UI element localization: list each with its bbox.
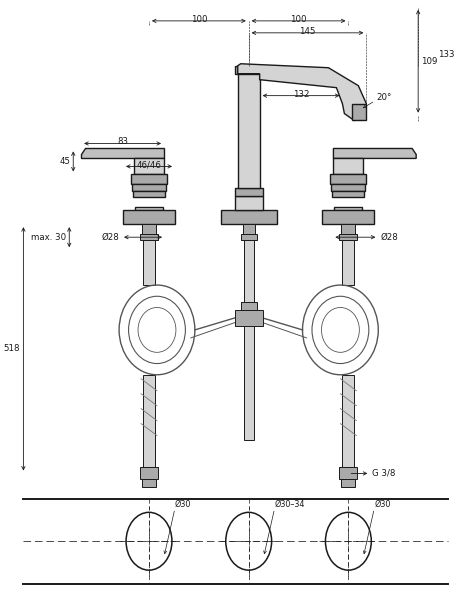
Bar [241,234,257,240]
Bar [244,240,254,440]
Bar [221,210,277,224]
Bar [343,240,354,285]
Bar [243,224,255,234]
Bar [343,375,354,467]
Bar [134,158,164,175]
Bar [132,184,166,191]
Text: max. 30: max. 30 [31,233,66,242]
Bar [135,207,163,210]
Text: Ø28: Ø28 [380,233,398,242]
Bar [140,467,158,479]
Bar [235,310,263,326]
Bar [143,375,155,467]
Text: 100: 100 [191,15,207,24]
Bar [331,184,365,191]
Bar [142,479,156,487]
Bar [333,158,363,175]
Text: 20°: 20° [376,93,392,102]
Bar [235,196,263,210]
Text: 45: 45 [59,157,70,166]
Polygon shape [238,64,366,121]
Text: 100: 100 [290,15,307,24]
Bar [241,302,257,310]
Bar [339,467,357,479]
Text: 132: 132 [293,89,309,98]
Text: Ø30: Ø30 [175,499,191,508]
Bar [341,224,355,234]
Bar [339,234,357,240]
Bar [235,66,263,74]
Bar [335,207,362,210]
Polygon shape [333,148,416,158]
Text: Ø28: Ø28 [102,233,119,242]
Text: 109: 109 [421,57,438,66]
Text: 83: 83 [117,137,128,146]
Text: 133: 133 [438,50,454,59]
Bar [330,175,366,184]
Text: 46/46: 46/46 [137,160,161,169]
Bar [123,210,175,224]
Bar [133,191,165,197]
Text: Ø30: Ø30 [374,499,391,508]
Bar [322,210,374,224]
Bar [143,240,155,285]
Bar [332,191,364,197]
Text: Ø30–34: Ø30–34 [274,499,305,508]
Text: G 3/8: G 3/8 [372,469,396,478]
Bar [352,104,366,119]
Bar [341,479,355,487]
Text: 145: 145 [299,27,316,36]
Bar [131,175,167,184]
Bar [142,224,156,234]
Bar [235,188,263,196]
Bar [238,66,259,188]
Bar [140,234,158,240]
Text: 518: 518 [3,344,19,353]
Polygon shape [81,148,164,158]
